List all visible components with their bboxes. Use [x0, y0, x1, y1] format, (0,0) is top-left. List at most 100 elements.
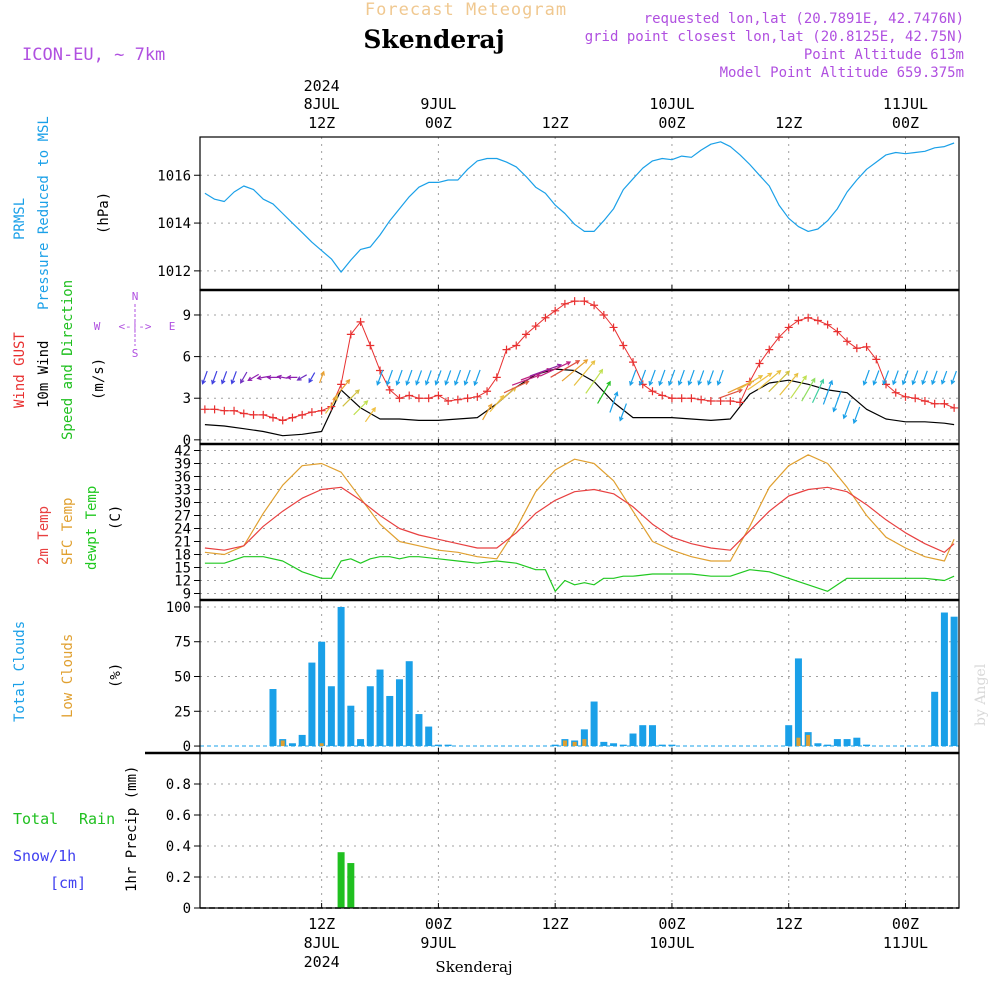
wind10m-label: 10m Wind [36, 341, 52, 408]
wind-arrow [950, 370, 957, 385]
dew-label: dewpt Temp [84, 486, 100, 570]
total-cloud-bar [600, 741, 608, 747]
gust-marker [220, 406, 229, 415]
wind-arrow [801, 377, 816, 402]
gust-marker [512, 341, 521, 350]
total-cloud-bar [794, 658, 802, 747]
total-cloud-label: Total Clouds [12, 621, 28, 722]
gust-marker [629, 358, 638, 367]
panel-frames [145, 136, 960, 909]
bottom-tick-hour: 00Z [892, 915, 919, 933]
wind-unit: (m/s) [91, 358, 107, 400]
y-tick-label: 0.6 [166, 808, 191, 824]
gust-marker [483, 387, 492, 396]
gust-marker [891, 388, 900, 397]
wind-arrow [707, 370, 714, 386]
wind-arrow [385, 369, 393, 386]
y-tick-label: 0.8 [166, 777, 191, 793]
compass-south: S [132, 347, 139, 360]
gust-marker [434, 391, 443, 400]
top-tick-hour: 00Z [892, 114, 919, 132]
y-tick-label: 15 [174, 561, 191, 577]
wind-arrow [424, 370, 432, 386]
dewpoint-line [204, 556, 955, 592]
wind-arrow [862, 369, 870, 386]
gust-marker [395, 394, 404, 403]
wind-arrow [266, 374, 279, 380]
total-cloud-bar [288, 743, 296, 747]
gust-marker [346, 330, 355, 339]
low-cloud-bar [796, 737, 801, 747]
sfc-label: SFC Temp [60, 498, 76, 565]
gust-marker [677, 394, 686, 403]
total-label: Total [13, 810, 58, 828]
gust-marker [230, 406, 239, 415]
rain-bar [347, 863, 355, 908]
wind-arrow [395, 369, 403, 386]
model-label: ICON-EU, ~ 7km [22, 45, 165, 65]
top-tick-hour: 00Z [658, 114, 685, 132]
y-tick-label: 6 [183, 350, 191, 366]
rain-label: Rain [79, 810, 115, 828]
y-tick-label: 0.2 [166, 870, 191, 886]
gust-marker [444, 396, 453, 405]
y-tick-label: 24 [174, 522, 191, 538]
wind-arrow [872, 370, 880, 386]
gust-marker [502, 345, 511, 354]
gust-marker [200, 405, 209, 414]
pressure-msl-label: Pressure Reduced to MSL [36, 116, 52, 310]
compass-east: E [169, 320, 176, 333]
gust-marker [492, 373, 501, 382]
total-cloud-bar [551, 744, 559, 747]
gust-marker [823, 320, 832, 329]
y-tick-label: 50 [174, 670, 191, 686]
wind-arrow [550, 360, 581, 378]
wind-arrow [822, 379, 834, 405]
wind-arrow [597, 380, 611, 404]
temp-labels: 2m Temp SFC Temp dewpt Temp (C) [36, 486, 124, 570]
credit: by Angel [973, 663, 989, 726]
y-tick-label: 9 [183, 308, 191, 324]
wind-arrow [779, 372, 799, 396]
wind-arrow [658, 369, 666, 387]
gust-marker [852, 344, 861, 353]
total-cloud-bar [580, 729, 588, 747]
requested-coords: requested lon,lat (20.7891E, 42.7476N) [644, 11, 964, 27]
wind-arrow [454, 369, 462, 386]
t2m-label: 2m Temp [36, 506, 52, 565]
bottom-tick-hour: 12Z [542, 915, 569, 933]
total-cloud-bar [415, 714, 423, 747]
wind-arrow [747, 372, 773, 391]
wind-arrow [276, 374, 288, 380]
wind-arrow [376, 369, 384, 386]
wind-arrow [444, 370, 452, 386]
wind-arrow [539, 361, 572, 377]
top-tick-date: 11JUL [883, 95, 928, 113]
total-cloud-bar [318, 641, 326, 747]
gust-marker [658, 391, 667, 400]
gust-marker [872, 355, 881, 364]
gust-marker [541, 313, 550, 322]
wind-arrow [482, 403, 493, 421]
y-tick-label: 1012 [157, 264, 191, 280]
gust-marker [736, 398, 745, 407]
top-tick-year: 2024 [304, 77, 340, 95]
total-cloud-bar [327, 686, 335, 747]
low-cloud-bar [562, 740, 567, 747]
top-tick-hour: 00Z [425, 114, 452, 132]
y-tick-label: 9 [183, 587, 191, 603]
gust-marker [765, 345, 774, 354]
low-cloud-bar [280, 740, 285, 747]
wind-arrow [496, 386, 517, 404]
gust-marker [843, 337, 852, 346]
wind-arrow [220, 371, 228, 385]
gust-marker [755, 359, 764, 368]
wind-arrow [832, 390, 842, 413]
gust-marker [911, 394, 920, 403]
total-cloud-bar [405, 661, 413, 747]
gust-marker [405, 391, 414, 400]
total-cloud-bar [347, 705, 355, 747]
gust-marker [920, 396, 929, 405]
point-altitude: Point Altitude 613m [804, 47, 964, 63]
